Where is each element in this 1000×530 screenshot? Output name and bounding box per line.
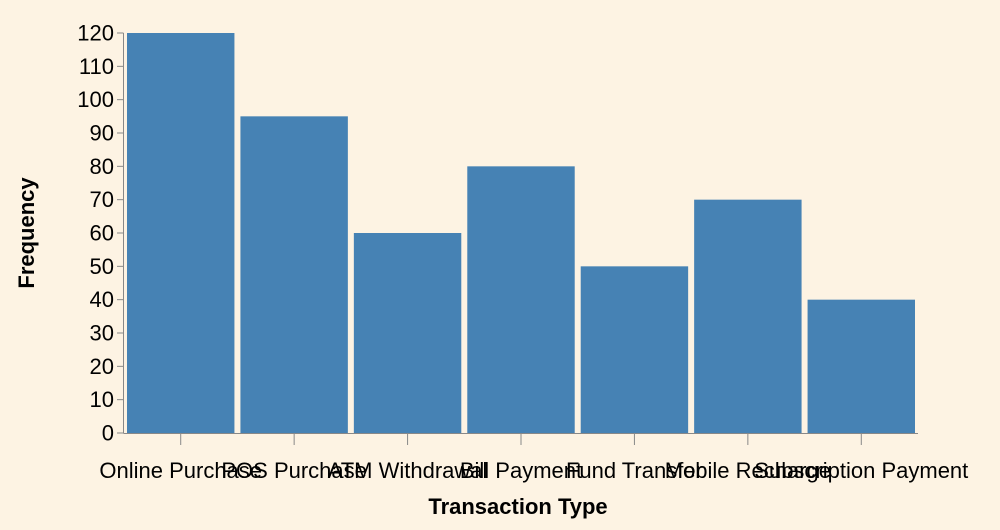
x-tick-label-6: Subscription Payment (754, 458, 968, 483)
y-tick-label-11: 110 (79, 54, 114, 79)
x-tick-label-1: POS Purchase (221, 458, 367, 483)
x-tick-label-2: ATM Withdrawal (328, 458, 488, 483)
y-tick-label-12: 120 (77, 21, 114, 46)
bar-4 (580, 266, 689, 433)
bar-6 (807, 299, 915, 433)
y-tick-label-8: 80 (90, 154, 114, 179)
x-axis-title: Transaction Type (428, 494, 607, 519)
y-tick-label-10: 100 (77, 87, 114, 112)
y-tick-label-2: 20 (90, 354, 114, 379)
y-axis: 0 10 20 30 40 50 60 70 80 90 100 110 120 (77, 21, 124, 446)
y-tick-label-6: 60 (90, 221, 114, 246)
bar-1 (240, 116, 348, 433)
bar-3 (467, 166, 575, 434)
y-tick-label-1: 10 (90, 387, 114, 412)
bar-0 (127, 33, 235, 433)
y-tick-label-4: 40 (90, 287, 114, 312)
y-tick-label-0: 0 (102, 421, 114, 446)
y-tick-label-5: 50 (90, 254, 114, 279)
y-tick-label-7: 70 (90, 187, 114, 212)
x-tick-label-4: Fund Transfer (566, 458, 703, 483)
x-tick-label-5: Mobile Recharge (665, 458, 831, 483)
bar-2 (353, 233, 462, 433)
y-axis-title: Frequency (14, 177, 39, 289)
bars-layer (127, 33, 915, 434)
y-tick-label-3: 30 (90, 321, 114, 346)
y-tick-label-9: 90 (90, 121, 114, 146)
bar-5 (694, 199, 802, 433)
x-tick-label-0: Online Purchase (99, 458, 262, 483)
x-tick-label-3: Bill Payment (460, 458, 582, 483)
